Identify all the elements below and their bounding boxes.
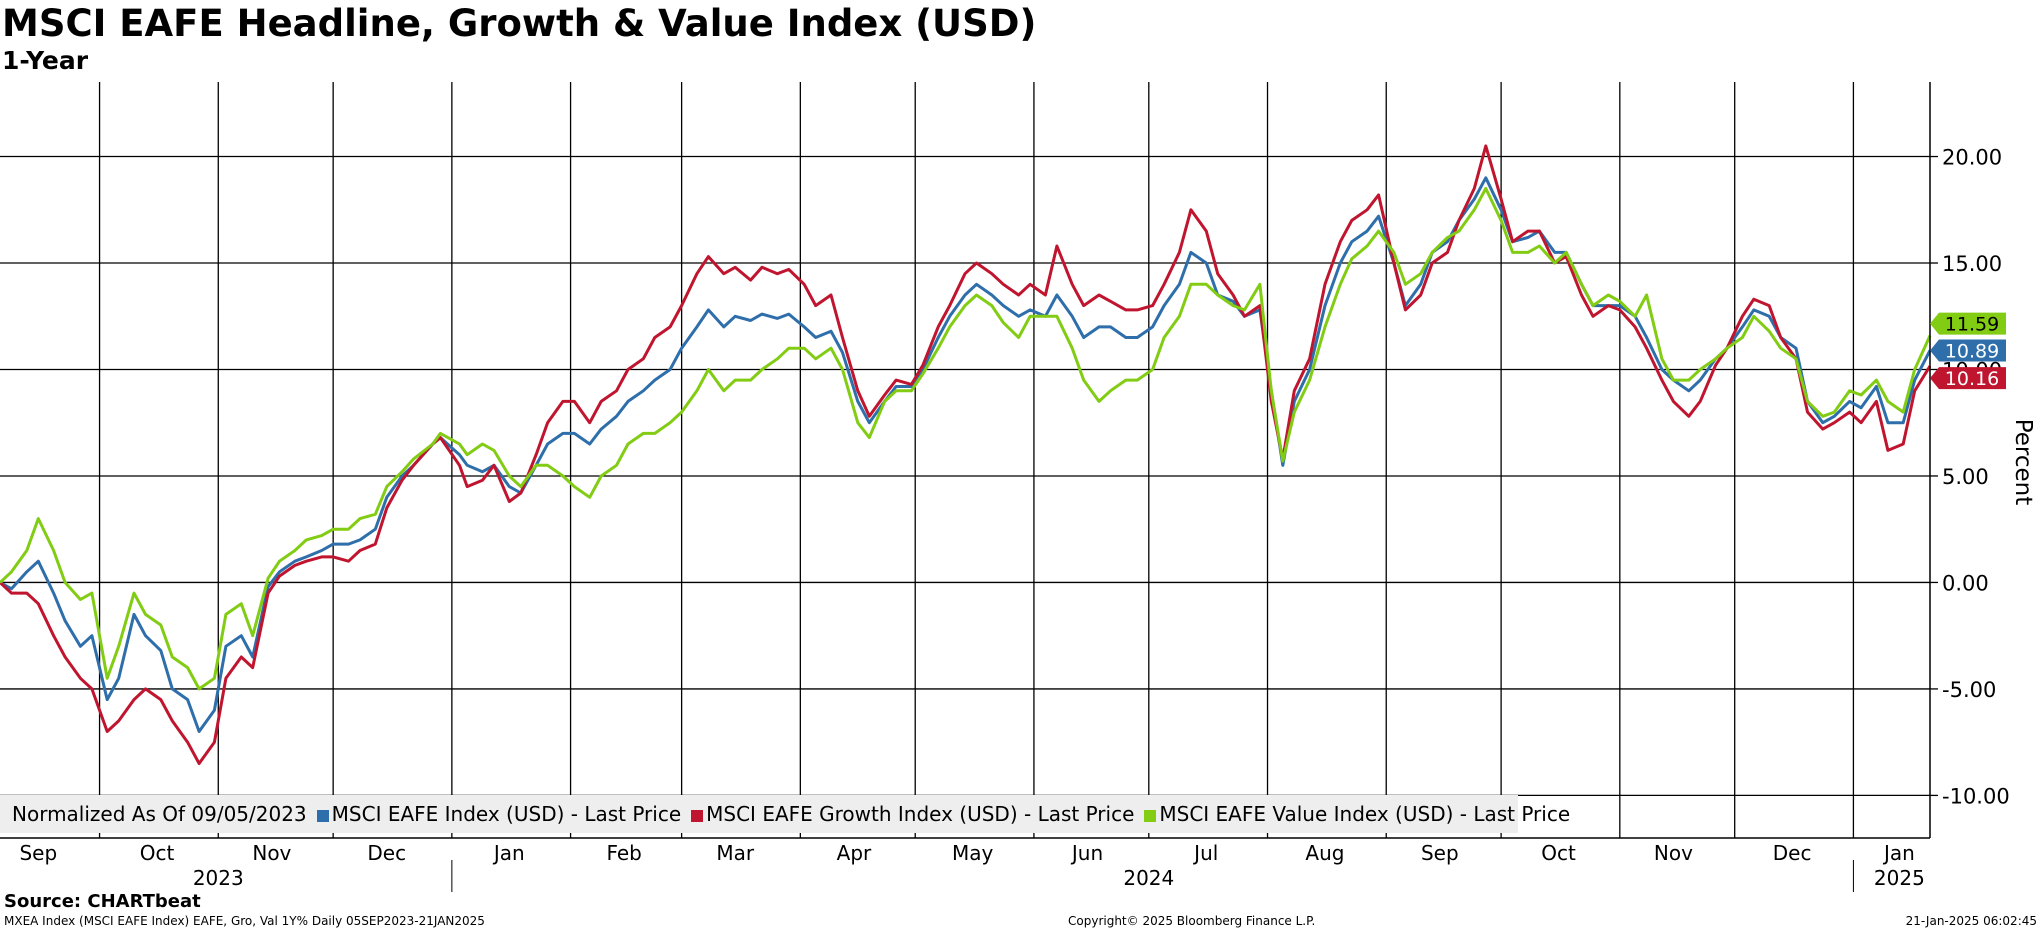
x-gridlines	[98, 82, 1855, 838]
legend-swatch-growth	[691, 810, 704, 822]
x-tick-label: Dec	[367, 841, 406, 865]
series-end-tag	[1930, 367, 2006, 390]
series-end-tag	[1930, 312, 2006, 335]
timestamp: 21-Jan-2025 06:02:45	[1905, 914, 2037, 928]
x-tick-label: Jul	[1192, 841, 1218, 865]
x-tick-label: Nov	[252, 841, 291, 865]
x-tick-label: Aug	[1305, 841, 1344, 865]
x-tick-label: Jan	[492, 841, 525, 865]
copyright: Copyright© 2025 Bloomberg Finance L.P.	[1068, 914, 1316, 928]
series-end-labels: 11.59 10.16 10.89	[1930, 312, 2006, 390]
series-line	[0, 187, 1932, 691]
x-tick-label: Sep	[1421, 841, 1459, 865]
plot-frame	[0, 82, 1931, 892]
y-tick-label: 20.00	[1942, 146, 2002, 170]
x-tick-label: Dec	[1773, 841, 1812, 865]
series-end-label: 10.89	[1945, 341, 1999, 363]
legend-prefix: Normalized As Of 09/05/2023	[12, 802, 307, 826]
series-line	[0, 144, 1932, 765]
chart-subtitle: 1-Year	[2, 46, 89, 75]
y-tick-label: -5.00	[1942, 678, 1996, 702]
x-tick-label: Sep	[19, 841, 57, 865]
x-tick-label: Jan	[1882, 841, 1915, 865]
legend-label-growth: MSCI EAFE Growth Index (USD) - Last Pric…	[706, 802, 1135, 826]
x-tick-label: Apr	[837, 841, 872, 865]
legend: Normalized As Of 09/05/2023 MSCI EAFE In…	[0, 795, 1570, 833]
x-year-label: 2024	[1123, 866, 1174, 890]
legend-label-value: MSCI EAFE Value Index (USD) - Last Price	[1159, 802, 1571, 826]
chart-title: MSCI EAFE Headline, Growth & Value Index…	[2, 2, 1037, 45]
x-year-label: 2025	[1874, 866, 1925, 890]
source-label: Source: CHARTbeat	[4, 891, 201, 912]
y-tick-label: 0.00	[1942, 571, 1989, 595]
series-end-label: 11.59	[1945, 314, 1999, 336]
legend-swatch-headline	[316, 810, 329, 822]
x-tick-label: Oct	[1541, 841, 1576, 865]
legend-swatch-value	[1144, 810, 1157, 822]
x-tick-label: Oct	[140, 841, 175, 865]
x-tick-label: Mar	[716, 841, 755, 865]
x-year-label: 2023	[193, 866, 244, 890]
y-axis-label: Percent	[2010, 419, 2036, 506]
legend-entry-growth: MSCI EAFE Growth Index (USD) - Last Pric…	[691, 802, 1134, 826]
legend-label-headline: MSCI EAFE Index (USD) - Last Price	[331, 802, 682, 826]
x-tick-labels: Sep Oct Nov Dec Jan Feb Mar Apr May Jun Jul Aug Sep O…	[19, 841, 1924, 890]
ticker-description: MXEA Index (MSCI EAFE Index) EAFE, Gro, …	[4, 914, 485, 928]
y-tick-label: 15.00	[1942, 252, 2002, 276]
x-tick-label: Jun	[1070, 841, 1103, 865]
x-tick-label: Nov	[1654, 841, 1693, 865]
x-tick-label: May	[952, 841, 994, 865]
y-tick-label: 5.00	[1942, 465, 1989, 489]
series-line	[0, 176, 1932, 733]
series-lines	[0, 144, 1932, 765]
legend-entry-value: MSCI EAFE Value Index (USD) - Last Price	[1144, 802, 1570, 826]
y-tick-label: -10.00	[1942, 784, 2010, 808]
y-gridlines	[0, 155, 1938, 797]
legend-entry-headline: MSCI EAFE Index (USD) - Last Price	[316, 802, 682, 826]
series-end-label: 10.16	[1945, 368, 1999, 390]
x-tick-label: Feb	[606, 841, 641, 865]
series-end-tag	[1930, 339, 2006, 362]
